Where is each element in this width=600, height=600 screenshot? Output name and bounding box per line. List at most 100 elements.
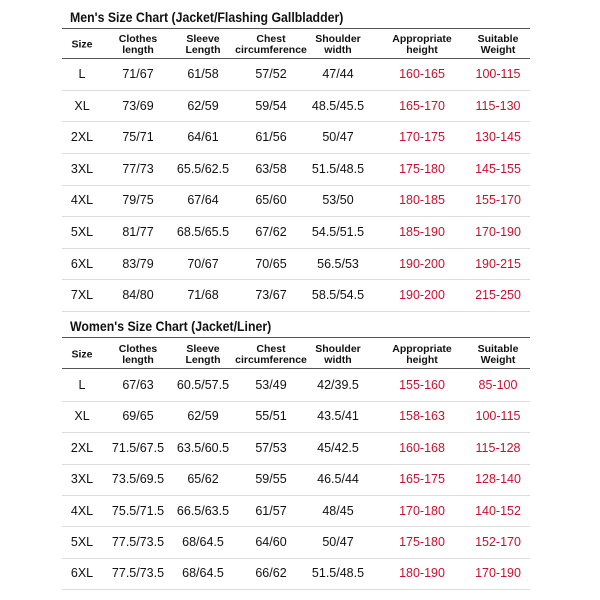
table-cell: 73/69	[122, 98, 154, 113]
table-cell: 158-163	[399, 409, 445, 424]
column-header: Appropriate height	[392, 34, 452, 56]
table-cell: 128-140	[475, 472, 521, 487]
table-cell: 42/39.5	[317, 378, 359, 392]
table-cell: 140-152	[475, 503, 521, 518]
table-cell: 71/68	[187, 288, 219, 303]
row-rule	[62, 557, 530, 559]
table-cell: 43.5/41	[317, 409, 359, 424]
table-cell: 45/42.5	[317, 440, 359, 455]
table-cell: 59/55	[255, 472, 287, 487]
column-header: Shoulder width	[315, 344, 361, 366]
table-cell: 68/64.5	[182, 535, 224, 549]
table-cell: 170-190	[475, 225, 521, 239]
table-cell: 83/79	[122, 256, 154, 271]
table-cell: 190-200	[399, 256, 445, 271]
table-cell: 100-115	[475, 409, 521, 424]
table-cell: 61/58	[187, 67, 219, 81]
header-line: Clothes	[118, 343, 158, 355]
table-cell: 67/63	[122, 378, 154, 392]
table-cell: 3XL	[70, 472, 94, 487]
table-cell: 180-185	[399, 193, 445, 208]
row-rule	[62, 526, 530, 528]
header-rule	[62, 368, 530, 369]
header-line: Size	[71, 348, 93, 361]
table-cell: 73/67	[255, 288, 287, 303]
table-cell: 79/75	[122, 193, 154, 208]
table-cell: 48/45	[322, 503, 354, 518]
header-line: Length	[185, 354, 221, 366]
table-cell: 61/56	[255, 130, 287, 145]
header-line: Appropriate	[392, 33, 452, 45]
table-cell: 55/51	[255, 409, 287, 424]
table-cell: 155-160	[399, 378, 445, 392]
table-cell: 77/73	[122, 161, 154, 176]
table-cell: 71/67	[122, 67, 154, 81]
table-cell: 54.5/51.5	[311, 225, 365, 239]
table-cell: 73.5/69.5	[111, 472, 165, 487]
table-cell: 4XL	[70, 503, 94, 518]
table-cell: 63/58	[255, 161, 287, 176]
table-cell: 71.5/67.5	[111, 440, 165, 455]
column-header: Size	[71, 39, 92, 51]
table-cell: XL	[74, 98, 90, 113]
table-cell: 58.5/54.5	[311, 288, 365, 303]
table-cell: 175-180	[399, 535, 445, 549]
header-line: Shoulder	[315, 33, 361, 45]
header-line: Sleeve	[186, 33, 220, 45]
table-cell: 175-180	[399, 161, 445, 176]
table-title: Women's Size Chart (Jacket/Liner)	[70, 318, 272, 334]
header-line: Length	[185, 44, 221, 56]
table-cell: 145-155	[475, 161, 521, 176]
row-rule	[62, 279, 530, 281]
table-cell: 53/49	[255, 378, 287, 392]
table-cell: L	[78, 378, 86, 392]
table-cell: 180-190	[399, 566, 445, 581]
table-cell: 185-190	[399, 225, 445, 239]
table-cell: XL	[74, 409, 90, 424]
table-cell: 50/47	[322, 130, 354, 145]
table-cell: 60.5/57.5	[176, 378, 230, 392]
header-line: Chest	[256, 33, 286, 45]
table-cell: 65.5/62.5	[176, 161, 230, 176]
table-cell: 6XL	[70, 566, 94, 581]
table-cell: 66.5/63.5	[176, 503, 230, 518]
row-rule	[62, 184, 530, 186]
table-cell: 51.5/48.5	[311, 161, 365, 176]
table-cell: 170-175	[399, 130, 445, 145]
table-cell: 165-175	[399, 472, 445, 487]
table-cell: 84/80	[122, 288, 154, 303]
table-cell: 5XL	[70, 225, 94, 239]
table-cell: 155-170	[475, 193, 521, 208]
table-cell: 75/71	[122, 130, 154, 145]
header-line: Suitable	[477, 343, 519, 355]
row-rule	[62, 247, 530, 249]
header-line: Shoulder	[315, 343, 361, 355]
table-cell: 53/50	[322, 193, 354, 208]
table-cell: 160-165	[399, 67, 445, 81]
table-cell: 2XL	[70, 440, 94, 455]
table-cell: 67/64	[187, 193, 219, 208]
header-line: circumference	[235, 354, 307, 366]
table-cell: 59/54	[255, 98, 287, 113]
header-line: width	[324, 354, 352, 366]
table-cell: 65/62	[187, 472, 219, 487]
table-cell: 48.5/45.5	[311, 98, 365, 113]
table-cell: 100-115	[475, 67, 521, 81]
column-header: Size	[71, 348, 93, 361]
header-line: Weight	[480, 354, 516, 366]
table-cell: 67/62	[255, 225, 287, 239]
row-rule	[62, 589, 530, 591]
column-header: Chest circumference	[235, 34, 307, 56]
row-rule	[62, 311, 530, 312]
header-line: Suitable	[477, 33, 519, 45]
row-rule	[62, 121, 530, 123]
table-cell: 215-250	[475, 288, 521, 303]
header-line: Chest	[256, 343, 286, 355]
title-rule	[62, 337, 530, 338]
table-cell: 69/65	[122, 409, 154, 424]
column-header: Suitable Weight	[478, 344, 519, 366]
column-header: Sleeve Length	[186, 34, 221, 56]
header-rule	[62, 58, 530, 59]
header-line: Weight	[480, 44, 516, 56]
table-cell: 6XL	[70, 256, 94, 271]
